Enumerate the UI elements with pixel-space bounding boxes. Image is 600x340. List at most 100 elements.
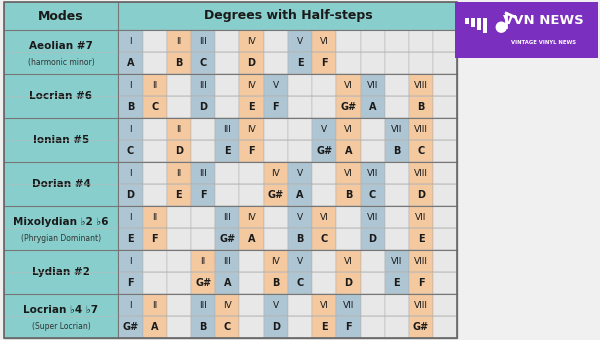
Text: III: III	[199, 301, 207, 309]
Text: III: III	[199, 81, 207, 89]
Bar	[409, 184, 433, 206]
Bar	[263, 162, 288, 184]
Bar	[336, 96, 361, 118]
Bar	[191, 272, 215, 294]
Bar	[484, 18, 487, 33]
Bar	[167, 272, 191, 294]
Bar	[361, 316, 385, 338]
Bar	[191, 162, 215, 184]
Bar	[361, 74, 385, 96]
Bar	[143, 30, 167, 52]
Bar	[263, 140, 288, 162]
Text: G#: G#	[413, 322, 429, 332]
Bar	[455, 2, 598, 58]
Bar	[385, 140, 409, 162]
Bar	[239, 294, 263, 316]
Text: Aeolian #7: Aeolian #7	[29, 41, 93, 51]
Bar	[239, 52, 263, 74]
Text: VII: VII	[367, 212, 379, 221]
Bar	[385, 316, 409, 338]
Bar	[433, 30, 457, 52]
Text: VII: VII	[391, 256, 403, 266]
Bar	[167, 250, 191, 272]
Text: III: III	[223, 256, 231, 266]
Text: G#: G#	[268, 190, 284, 200]
Bar	[312, 272, 336, 294]
Bar	[215, 96, 239, 118]
Text: D: D	[417, 190, 425, 200]
Bar	[385, 118, 409, 140]
Text: C: C	[151, 102, 158, 112]
Text: Modes: Modes	[38, 10, 84, 22]
Bar	[409, 250, 433, 272]
Text: VII: VII	[415, 212, 427, 221]
Text: VI: VI	[344, 256, 353, 266]
Bar	[4, 2, 118, 30]
Bar	[4, 206, 118, 250]
Bar	[312, 140, 336, 162]
Text: E: E	[296, 58, 303, 68]
Text: VINTAGE VINYL NEWS: VINTAGE VINYL NEWS	[511, 40, 577, 45]
Bar	[361, 162, 385, 184]
Bar	[118, 118, 143, 140]
Text: VIII: VIII	[414, 81, 428, 89]
Bar	[433, 118, 457, 140]
Bar	[409, 272, 433, 294]
Bar	[215, 294, 239, 316]
Text: B: B	[393, 146, 401, 156]
Bar	[118, 162, 143, 184]
Bar	[409, 316, 433, 338]
Bar	[433, 250, 457, 272]
Bar	[385, 228, 409, 250]
Bar	[215, 272, 239, 294]
Bar	[167, 184, 191, 206]
Bar	[288, 316, 312, 338]
Bar	[288, 272, 312, 294]
Bar	[263, 228, 288, 250]
Bar	[167, 30, 191, 52]
Text: VII: VII	[367, 81, 379, 89]
Bar	[191, 250, 215, 272]
Text: A: A	[224, 278, 231, 288]
Bar	[167, 294, 191, 316]
Text: G#: G#	[340, 102, 356, 112]
Text: G#: G#	[122, 322, 139, 332]
Text: C: C	[418, 146, 425, 156]
Bar	[385, 294, 409, 316]
Text: Locrian #6: Locrian #6	[29, 91, 92, 101]
Text: I: I	[129, 81, 132, 89]
Bar	[215, 52, 239, 74]
Bar	[288, 250, 312, 272]
Text: V: V	[297, 256, 303, 266]
Bar	[336, 30, 361, 52]
Bar	[4, 118, 118, 162]
Bar	[143, 162, 167, 184]
Bar	[118, 272, 143, 294]
Bar	[288, 228, 312, 250]
Text: Ionian #5: Ionian #5	[33, 135, 89, 145]
Bar	[312, 52, 336, 74]
Text: B: B	[345, 190, 352, 200]
Bar	[385, 250, 409, 272]
Text: C: C	[127, 146, 134, 156]
Text: Lydian #2: Lydian #2	[32, 267, 90, 277]
Bar	[239, 74, 263, 96]
Bar	[288, 96, 312, 118]
Bar	[167, 316, 191, 338]
Bar	[167, 74, 191, 96]
Bar	[143, 250, 167, 272]
Text: D: D	[127, 190, 134, 200]
Text: V: V	[272, 81, 279, 89]
Bar	[361, 206, 385, 228]
Bar	[263, 30, 288, 52]
Bar	[215, 316, 239, 338]
Bar	[361, 272, 385, 294]
Bar	[385, 272, 409, 294]
Text: VIII: VIII	[414, 124, 428, 134]
Bar	[191, 74, 215, 96]
Text: B: B	[175, 58, 182, 68]
Text: Locrian ♭4 ♭7: Locrian ♭4 ♭7	[23, 305, 98, 315]
Text: V: V	[297, 169, 303, 177]
Bar	[409, 74, 433, 96]
Text: II: II	[176, 169, 181, 177]
